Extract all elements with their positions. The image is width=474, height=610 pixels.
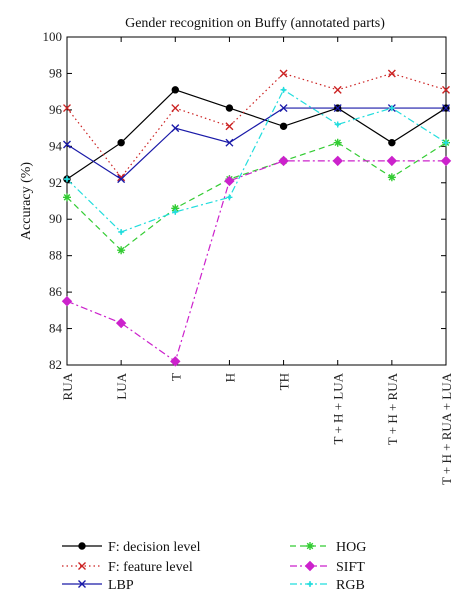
series-2-point [225,138,234,147]
series-4-point [170,356,181,367]
series-1-point [171,104,180,113]
y-tick-label: 88 [49,248,62,263]
series-2-point [442,104,450,113]
series-1-point [279,69,288,78]
series-line-1 [66,72,447,179]
series-0-point [171,86,179,94]
legend-marker [78,542,86,550]
legend-marker [304,560,316,572]
series-4-point [115,317,127,329]
series-5-point [280,86,287,93]
series-line-3 [66,142,447,251]
y-tick-label: 86 [49,284,63,299]
series-4-point [440,155,452,167]
series-5-point [172,208,179,215]
y-tick-label: 90 [49,211,62,226]
y-tick-label: 82 [49,357,62,372]
legend-marker [306,542,314,550]
x-tick-label: TH [277,373,292,390]
series-3-point [63,193,71,202]
legend-item-5: RGB [290,578,365,593]
series-2-point [333,104,342,113]
legend-label: SIFT [336,560,365,575]
plot-area-frame [66,36,447,366]
series-4-point [61,296,73,307]
series-3-point [117,246,126,255]
chart-title: Gender recognition on Buffy (annotated p… [125,16,385,31]
x-tick-label: T [168,373,183,381]
series-0-point [117,138,125,147]
series-0-point [225,104,234,112]
legend-label: F: feature level [108,560,193,575]
legend-label: HOG [336,540,366,555]
series-2-point [171,124,180,133]
series-4-point [224,175,235,187]
y-tick-label: 98 [49,65,62,80]
legend-label: F: decision level [108,540,201,555]
x-tick-label: T + H + RUA + LUA [439,372,454,485]
series-line-4 [66,160,446,363]
y-tick-label: 84 [49,321,63,336]
x-tick-label: LUA [114,372,129,399]
legend-item-2: LBP [62,578,134,593]
legend-item-3: HOG [290,540,366,555]
legend-item-0: F: decision level [62,540,201,555]
series-3-point [333,138,342,147]
series-5-point [334,121,341,128]
legend-label: LBP [108,578,134,593]
series-0-point [279,122,288,130]
series-5-point [226,194,233,201]
legend-item-1: F: feature level [62,560,193,575]
series-line-0 [66,89,447,180]
series-5-point [443,139,449,146]
series-5-point [388,105,395,112]
series-2-point [279,104,288,113]
series-5-point [118,228,125,235]
series-1-point [442,85,450,94]
series-4-point [278,155,289,167]
y-tick-label: 94 [49,138,63,153]
legend-marker [78,580,86,588]
legend-item-4: SIFT [290,560,365,575]
series-1-point [63,104,71,113]
legend-marker [307,581,313,587]
x-tick-label: T + H + LUA [331,372,346,444]
series-0-point [388,138,396,147]
series-2-point [63,140,71,149]
series-1-point [117,173,126,182]
y-axis-label: Accuracy (%) [19,162,34,240]
x-tick-label: H [222,373,237,382]
series-2-point [117,175,126,184]
series-1-point [225,122,234,131]
y-tick-label: 92 [49,175,62,190]
y-tick-label: 96 [49,102,63,117]
legend-marker [78,562,86,570]
series-5-point [64,176,70,183]
series-line-5 [66,88,447,233]
series-line-2 [66,107,446,180]
series-1-point [387,69,396,78]
series-3-point [387,173,396,182]
x-tick-label: T + H + RUA [385,372,400,445]
y-tick-label: 100 [43,29,63,44]
series-4-point [332,155,343,167]
series-3-point [171,204,180,213]
x-tick-label: RUA [60,372,75,400]
series-1-point [333,85,342,94]
series-4-point [386,155,398,167]
legend-label: RGB [336,578,365,593]
